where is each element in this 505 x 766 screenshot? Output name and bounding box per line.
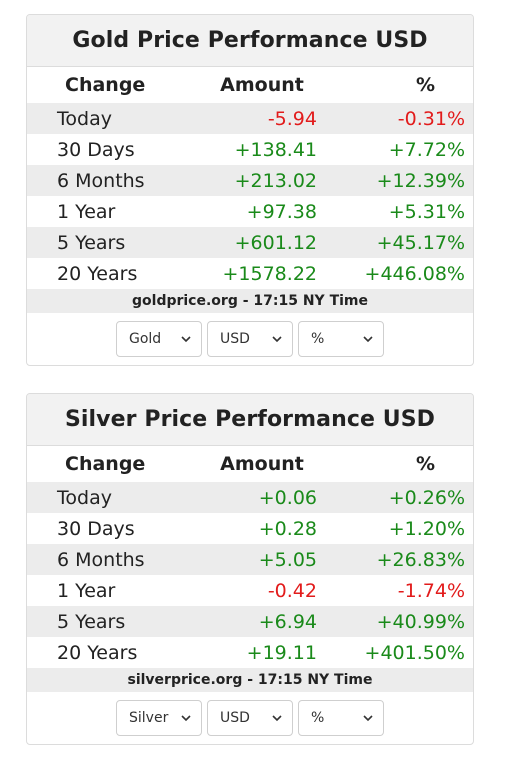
period-cell: 20 Years	[57, 262, 138, 285]
source-footer: goldprice.org - 17:15 NY Time	[27, 289, 473, 313]
table-row: 5 Years +601.12 +45.17%	[27, 227, 473, 258]
selector-group: Silver USD %	[27, 692, 473, 744]
amount-cell: +19.11	[246, 641, 317, 664]
percent-cell: +26.83%	[317, 544, 473, 575]
unit-select[interactable]: %	[298, 700, 384, 736]
period-cell: Today	[27, 103, 197, 134]
period-cell: 5 Years	[27, 227, 197, 258]
table-row: 6 Months +5.05 +26.83%	[27, 544, 473, 575]
period-cell: Today	[27, 482, 197, 513]
gold-performance-card: Gold Price Performance USD Change Amount…	[26, 14, 474, 366]
period-cell: 30 Days	[57, 138, 135, 161]
chevron-down-icon	[181, 715, 191, 722]
chevron-down-icon	[181, 336, 191, 343]
table-header-row: Change Amount %	[27, 67, 473, 103]
column-header-amount: Amount	[220, 74, 304, 96]
table-row: 1 Year -0.42 -1.74%	[27, 575, 473, 606]
table-row: 5 Years +6.94 +40.99%	[27, 606, 473, 637]
amount-cell: +97.38	[246, 200, 317, 223]
percent-cell: +45.17%	[317, 227, 473, 258]
currency-select[interactable]: USD	[207, 700, 293, 736]
percent-cell: -0.31%	[317, 103, 473, 134]
amount-cell: +5.05	[197, 544, 317, 575]
table-row: 20 Years +1578.22 +446.08%	[27, 258, 473, 289]
table-row: 1 Year +97.38 +5.31%	[27, 196, 473, 227]
table-header-row: Change Amount %	[27, 446, 473, 482]
unit-select-value: %	[311, 331, 325, 347]
amount-cell: +0.28	[258, 517, 317, 540]
performance-table: Change Amount % Today +0.06 +0.26% 30 Da…	[27, 446, 473, 668]
percent-cell: +12.39%	[317, 165, 473, 196]
column-header-percent: %	[415, 453, 435, 475]
currency-select-value: USD	[220, 710, 250, 726]
percent-cell: +401.50%	[364, 641, 465, 664]
percent-cell: +40.99%	[317, 606, 473, 637]
period-cell: 6 Months	[27, 544, 197, 575]
chevron-down-icon	[272, 336, 282, 343]
metal-select-value: Gold	[129, 331, 162, 347]
amount-cell: +601.12	[197, 227, 317, 258]
table-row: 20 Years +19.11 +401.50%	[27, 637, 473, 668]
percent-cell: -1.74%	[397, 579, 465, 602]
column-header-change: Change	[65, 453, 146, 475]
amount-cell: +0.06	[197, 482, 317, 513]
metal-select-value: Silver	[129, 710, 169, 726]
table-row: 30 Days +138.41 +7.72%	[27, 134, 473, 165]
amount-cell: +138.41	[234, 138, 317, 161]
currency-select[interactable]: USD	[207, 321, 293, 357]
unit-select[interactable]: %	[298, 321, 384, 357]
percent-cell: +5.31%	[388, 200, 465, 223]
period-cell: 1 Year	[57, 200, 116, 223]
period-cell: 30 Days	[57, 517, 135, 540]
card-title: Silver Price Performance USD	[27, 394, 473, 446]
percent-cell: +1.20%	[388, 517, 465, 540]
metal-select[interactable]: Silver	[116, 700, 202, 736]
period-cell: 1 Year	[57, 579, 116, 602]
amount-cell: +1578.22	[222, 262, 318, 285]
amount-cell: +213.02	[197, 165, 317, 196]
unit-select-value: %	[311, 710, 325, 726]
percent-cell: +7.72%	[388, 138, 465, 161]
table-row: Today +0.06 +0.26%	[27, 482, 473, 513]
column-header-amount: Amount	[220, 453, 304, 475]
card-title: Gold Price Performance USD	[27, 15, 473, 67]
selector-group: Gold USD %	[27, 313, 473, 365]
chevron-down-icon	[363, 715, 373, 722]
amount-cell: -0.42	[267, 579, 317, 602]
performance-table: Change Amount % Today -5.94 -0.31% 30 Da…	[27, 67, 473, 289]
chevron-down-icon	[363, 336, 373, 343]
silver-performance-card: Silver Price Performance USD Change Amou…	[26, 393, 474, 745]
metal-select[interactable]: Gold	[116, 321, 202, 357]
percent-cell: +0.26%	[317, 482, 473, 513]
column-header-percent: %	[415, 74, 435, 96]
table-row: 30 Days +0.28 +1.20%	[27, 513, 473, 544]
amount-cell: +6.94	[197, 606, 317, 637]
table-row: Today -5.94 -0.31%	[27, 103, 473, 134]
column-header-change: Change	[65, 74, 146, 96]
percent-cell: +446.08%	[364, 262, 465, 285]
amount-cell: -5.94	[197, 103, 317, 134]
table-row: 6 Months +213.02 +12.39%	[27, 165, 473, 196]
period-cell: 6 Months	[27, 165, 197, 196]
currency-select-value: USD	[220, 331, 250, 347]
chevron-down-icon	[272, 715, 282, 722]
period-cell: 20 Years	[57, 641, 138, 664]
source-footer: silverprice.org - 17:15 NY Time	[27, 668, 473, 692]
period-cell: 5 Years	[27, 606, 197, 637]
